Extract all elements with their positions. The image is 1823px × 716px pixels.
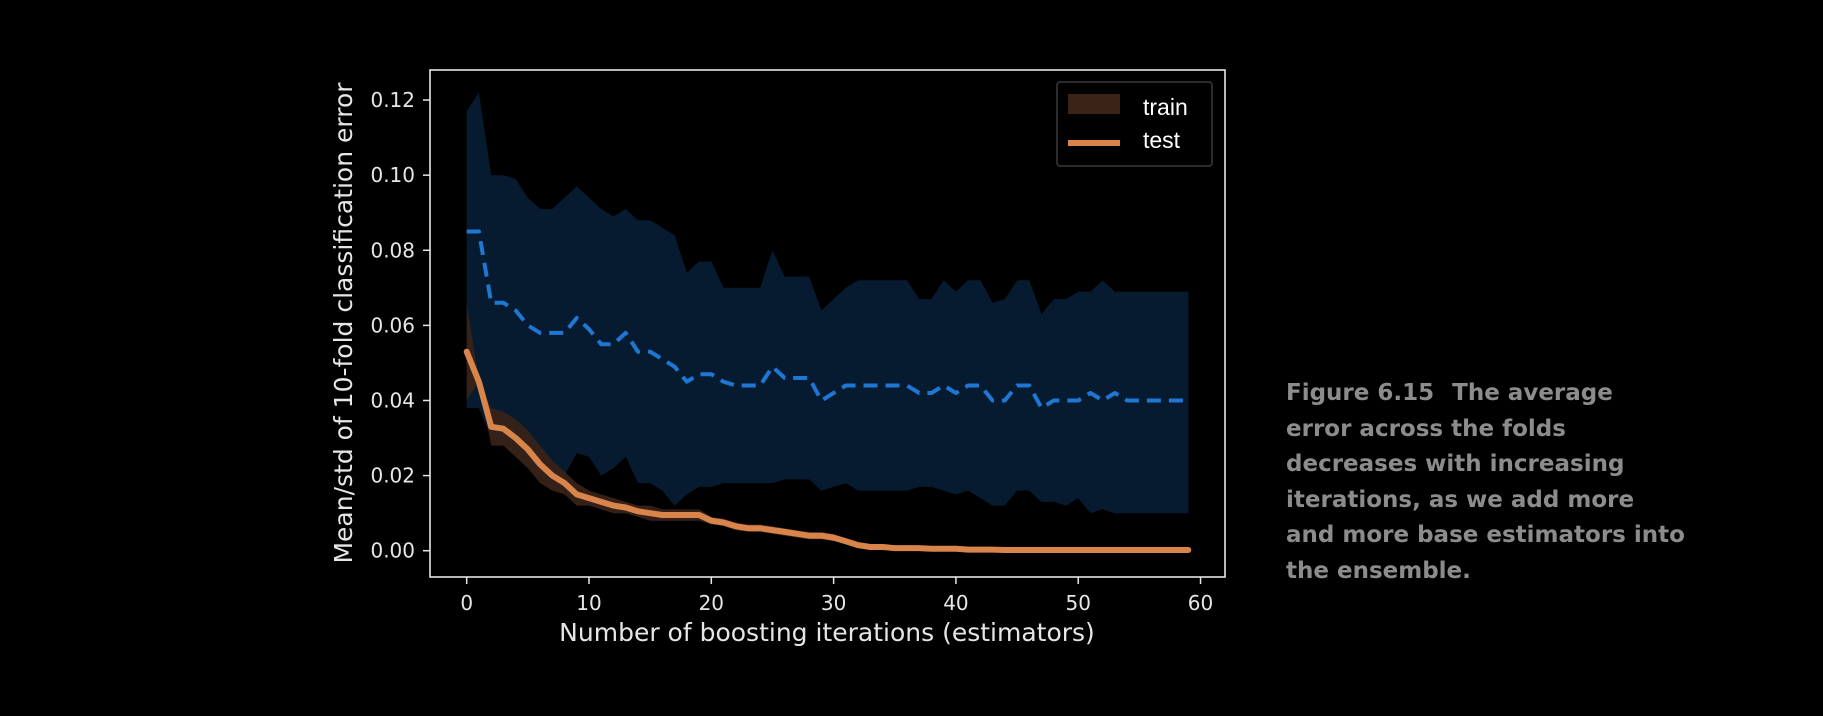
legend: train test — [1056, 81, 1213, 167]
y-tick-label: 0.10 — [370, 163, 415, 187]
series-line-test — [466, 229, 1189, 410]
figure-number: Figure 6.15 — [1286, 380, 1435, 406]
y-axis-ticks: 0.00 0.02 0.04 0.06 0.08 0.10 0.12 — [370, 88, 430, 563]
x-tick-label: 0 — [460, 591, 473, 615]
y-tick-label: 0.08 — [370, 238, 415, 262]
y-tick-label: 0.12 — [370, 88, 415, 112]
figure-caption-text: The average error across the folds decre… — [1286, 380, 1685, 584]
x-axis-ticks: 0 10 20 30 40 50 60 — [460, 577, 1213, 615]
series-lines — [463, 229, 1192, 553]
y-axis-label: Mean/std of 10-fold classification error — [329, 82, 358, 564]
x-tick-label: 30 — [821, 591, 846, 615]
y-tick-label: 0.00 — [370, 539, 415, 563]
legend-train-swatch — [1068, 94, 1120, 114]
x-axis-label: Number of boosting iterations (estimator… — [559, 618, 1095, 647]
plot-frame — [429, 69, 1226, 578]
x-tick-label: 50 — [1066, 591, 1091, 615]
figure-caption: Figure 6.15 The average error across the … — [1286, 376, 1686, 589]
series-line-train — [463, 348, 1192, 553]
x-tick-label: 60 — [1188, 591, 1213, 615]
x-tick-label: 40 — [943, 591, 968, 615]
y-tick-label: 0.02 — [370, 464, 415, 488]
std-band-test — [466, 92, 1189, 514]
legend-train-label: train — [1143, 94, 1188, 120]
x-tick-label: 20 — [699, 591, 724, 615]
x-tick-label: 10 — [576, 591, 601, 615]
y-tick-label: 0.06 — [370, 313, 415, 337]
y-tick-label: 0.04 — [370, 388, 415, 412]
legend-test-label: test — [1143, 127, 1181, 153]
std-bands — [466, 92, 1189, 551]
